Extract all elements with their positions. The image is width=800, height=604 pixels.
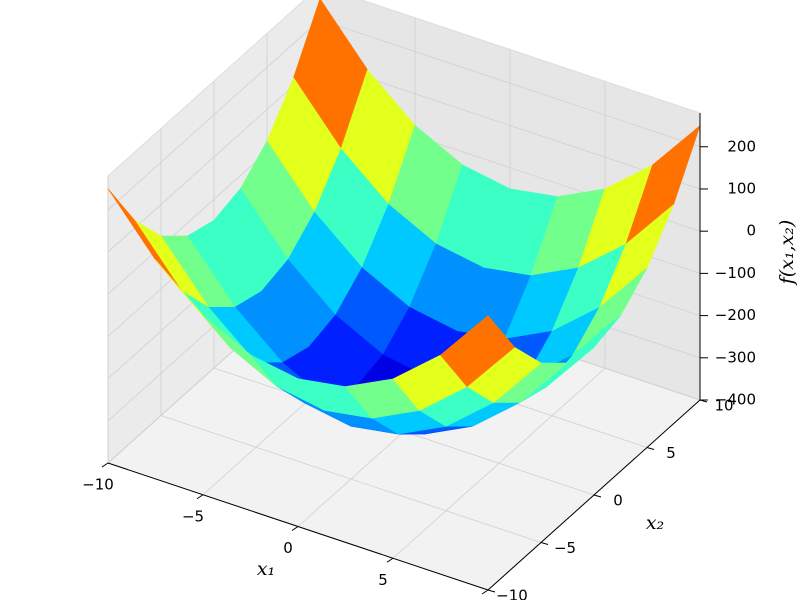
x-axis-line — [107, 462, 489, 591]
surface — [107, 0, 701, 435]
z-tick-label: −400 — [715, 391, 756, 409]
y-axis-label: x₂ — [646, 512, 664, 534]
x-axis-label: x₁ — [257, 558, 275, 580]
x-tick — [481, 589, 489, 595]
y-tick — [646, 447, 655, 450]
grid-line — [160, 415, 542, 543]
x-tick — [196, 494, 204, 500]
grid-line — [319, 19, 701, 148]
y-tick-label: −10 — [496, 587, 528, 601]
z-tick-label: −200 — [715, 306, 756, 324]
y-tick — [540, 542, 549, 545]
surface-patch — [440, 315, 515, 388]
x-tick-label: 0 — [283, 539, 293, 557]
x-tick-label: −5 — [182, 507, 204, 525]
z-axis-label: f(x₁,x₂) — [776, 220, 798, 287]
x-tick — [101, 462, 109, 468]
y-tick-label: −5 — [554, 539, 576, 557]
z-tick-label: 0 — [746, 222, 756, 240]
y-tick-label: 5 — [666, 444, 676, 462]
y-tick — [487, 589, 496, 593]
y-tick-label: 0 — [613, 492, 623, 510]
grid-line — [319, 61, 701, 190]
grid-line — [107, 61, 321, 253]
z-tick-label: 200 — [727, 137, 756, 155]
z-tick-label: −100 — [715, 264, 756, 282]
grid-line — [107, 19, 321, 211]
y-axis-line — [487, 399, 701, 591]
x-tick-label: −10 — [82, 476, 114, 494]
y-tick — [593, 494, 602, 498]
z-tick-label: 100 — [727, 179, 756, 197]
x-tick — [386, 557, 394, 563]
y-tick-label: 10 — [714, 397, 733, 415]
z-tick-label: −300 — [715, 348, 756, 366]
x-tick-label: 5 — [378, 571, 388, 589]
x-tick — [291, 526, 299, 531]
